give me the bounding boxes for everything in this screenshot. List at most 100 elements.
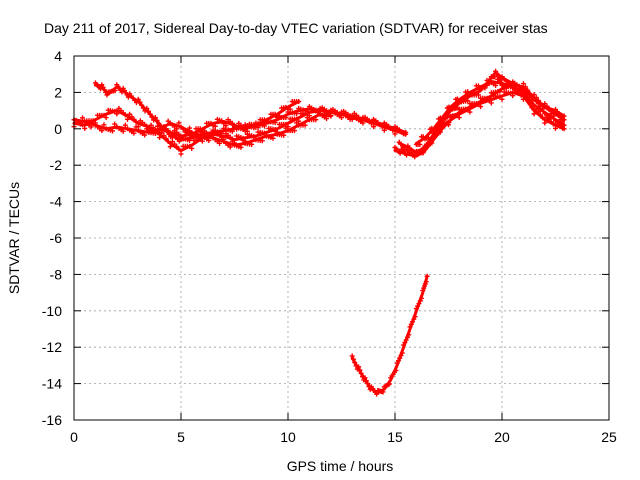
data-point: [227, 144, 233, 150]
data-point: [122, 122, 128, 128]
data-point: [144, 105, 150, 111]
data-point: [176, 131, 182, 137]
data-point: [347, 116, 353, 122]
y-axis-title: SDTVAR / TECUs: [6, 182, 22, 294]
data-point: [454, 105, 460, 111]
data-point: [294, 111, 300, 117]
data-point: [133, 124, 139, 130]
data-point: [176, 138, 182, 144]
data-point: [165, 139, 171, 145]
data-point: [423, 279, 429, 285]
data-point: [475, 92, 481, 98]
data-point: [219, 130, 225, 136]
y-tick-label: -14: [42, 376, 62, 392]
data-point: [353, 363, 359, 369]
data-point: [550, 121, 556, 127]
data-point: [82, 125, 88, 131]
data-point: [542, 111, 548, 117]
data-point: [287, 106, 293, 112]
data-point: [145, 108, 151, 114]
data-point: [407, 324, 413, 330]
data-point: [399, 350, 405, 356]
y-tick-label: -12: [42, 339, 62, 355]
data-point: [379, 124, 385, 130]
data-point: [103, 115, 109, 121]
data-point: [527, 101, 533, 107]
data-point: [174, 144, 180, 150]
data-point: [527, 94, 533, 100]
data-point: [336, 113, 342, 119]
data-point: [561, 113, 567, 119]
data-point: [533, 98, 539, 104]
data-point: [191, 133, 197, 139]
data-point: [129, 114, 135, 120]
data-point: [358, 119, 364, 125]
data-point: [350, 356, 356, 362]
data-point: [238, 144, 244, 150]
data-point: [397, 150, 403, 156]
data-point: [465, 98, 471, 104]
data-point: [261, 131, 267, 137]
data-point: [403, 129, 409, 135]
data-point: [402, 339, 408, 345]
data-point: [176, 120, 182, 126]
data-point: [270, 135, 276, 141]
data-point: [154, 123, 160, 129]
data-point: [412, 152, 418, 158]
data-point: [272, 128, 278, 134]
data-point: [161, 133, 167, 139]
data-point: [199, 138, 205, 144]
data-point: [304, 108, 310, 114]
data-point: [244, 128, 250, 134]
data-point: [362, 375, 368, 381]
data-point: [157, 135, 163, 141]
data-point: [499, 96, 505, 102]
data-point: [178, 151, 184, 157]
data-point: [352, 359, 358, 365]
data-point: [251, 122, 257, 128]
data-point: [240, 124, 246, 130]
data-point: [365, 381, 371, 387]
data-point: [520, 96, 526, 102]
data-point: [125, 116, 130, 122]
series-trace-d: [157, 99, 302, 142]
data-point: [176, 146, 182, 152]
data-point: [518, 92, 524, 98]
data-point: [401, 342, 407, 348]
data-point: [523, 93, 529, 99]
data-point: [324, 116, 330, 122]
data-point: [357, 367, 363, 373]
data-point: [471, 90, 477, 96]
chart-title: Day 211 of 2017, Sidereal Day-to-day VTE…: [44, 20, 548, 36]
data-point: [518, 86, 524, 92]
data-point: [202, 128, 208, 134]
data-point: [133, 119, 139, 125]
data-point: [266, 119, 272, 125]
y-tick-label: 2: [54, 84, 62, 100]
data-point: [99, 82, 105, 88]
data-point: [451, 104, 457, 110]
data-point: [533, 106, 539, 112]
data-point: [529, 105, 535, 111]
data-point: [371, 124, 377, 130]
data-point: [416, 301, 422, 307]
data-point: [424, 273, 430, 279]
x-tick-label: 0: [70, 429, 78, 445]
data-point: [531, 111, 537, 117]
data-point: [535, 109, 541, 115]
data-point: [219, 118, 225, 124]
data-point: [356, 364, 362, 370]
data-point: [446, 122, 451, 128]
data-point: [137, 99, 143, 105]
data-point: [104, 92, 110, 98]
data-point: [417, 298, 423, 304]
data-point: [281, 132, 287, 138]
data-point: [302, 122, 308, 128]
data-point: [456, 115, 462, 121]
data-point: [559, 119, 565, 125]
data-point: [412, 314, 418, 320]
data-point: [486, 97, 492, 103]
x-tick-label: 5: [177, 429, 185, 445]
